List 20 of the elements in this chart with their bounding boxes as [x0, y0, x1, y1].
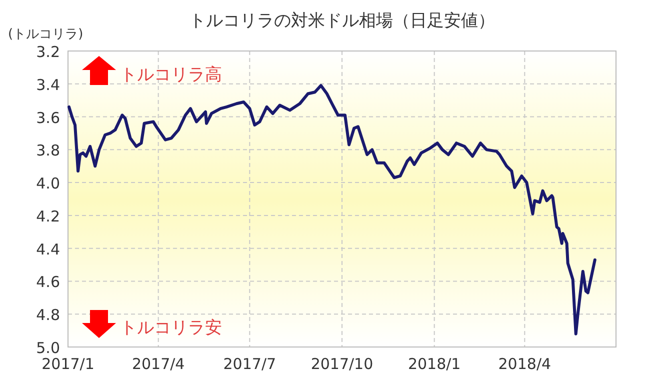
x-tick-label: 2018/1 — [408, 355, 461, 373]
x-tick-label: 2018/4 — [498, 355, 552, 373]
y-tick-label: 4.0 — [36, 174, 60, 193]
y-tick-label: 3.2 — [36, 43, 60, 61]
y-tick-label: 4.6 — [36, 273, 60, 292]
y-tick-label: 3.6 — [36, 108, 60, 127]
x-tick-label: 2017/7 — [223, 355, 276, 373]
y-tick-label: 4.4 — [36, 240, 60, 258]
x-tick-label: 2017/10 — [310, 355, 374, 373]
annotation: トルコリラ安 — [120, 318, 222, 338]
y-tick-label: 4.8 — [36, 306, 60, 324]
chart-title: トルコリラの対米ドル相場（日足安値） — [189, 11, 495, 31]
y-tick-label: 4.2 — [36, 207, 60, 226]
y-axis-title: (トルコリラ) — [8, 27, 84, 42]
y-tick-label: 3.8 — [36, 142, 60, 160]
x-tick-label: 2017/4 — [132, 355, 185, 373]
y-tick-label: 3.4 — [36, 76, 60, 94]
x-tick-label: 2017/1 — [42, 355, 94, 373]
annotation: トルコリラ高 — [120, 65, 222, 85]
y-tick-label: 5.0 — [36, 339, 60, 357]
